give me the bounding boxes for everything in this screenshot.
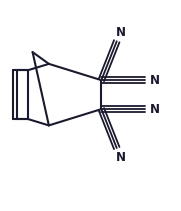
Text: N: N [116,26,126,39]
Text: N: N [116,151,126,164]
Text: N: N [149,103,159,116]
Text: N: N [149,74,159,87]
